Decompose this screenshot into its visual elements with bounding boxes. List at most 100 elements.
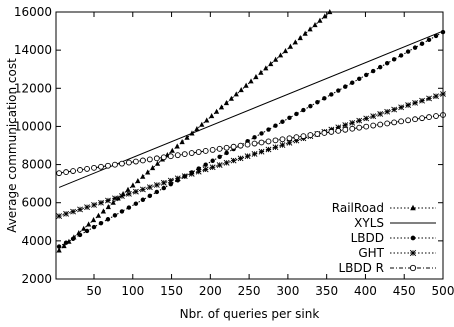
data-point-ght <box>391 106 398 113</box>
legend-marker-lbdd-r <box>409 264 417 272</box>
data-point-ght <box>216 162 223 168</box>
data-point-lbdd-r <box>412 116 419 123</box>
data-point-railroad <box>56 247 62 253</box>
data-point-lbdd <box>119 209 125 214</box>
data-point-railroad <box>105 204 111 210</box>
data-point-railroad <box>277 52 284 58</box>
data-point-lbdd-r <box>112 161 118 168</box>
data-point-lbdd <box>405 49 411 54</box>
data-point-ght <box>112 195 118 202</box>
data-point-railroad <box>297 35 303 41</box>
series-railroad <box>56 9 333 253</box>
data-point-ght <box>153 182 160 188</box>
data-point-lbdd <box>105 217 111 222</box>
data-point-lbdd-r <box>132 158 139 165</box>
data-point-railroad <box>86 221 92 227</box>
data-point-lbdd <box>377 64 383 70</box>
data-point-lbdd <box>391 57 397 62</box>
data-point-lbdd-r <box>335 127 342 134</box>
data-point-lbdd-r <box>342 126 349 133</box>
legend-label-lbdd-r: LBDD R <box>338 261 384 275</box>
data-point-lbdd <box>294 111 299 117</box>
data-point-railroad <box>95 212 102 218</box>
data-point-railroad <box>268 61 274 67</box>
data-point-railroad <box>130 182 136 188</box>
data-point-railroad <box>125 186 131 192</box>
data-point-lbdd <box>63 240 69 245</box>
data-point-lbdd <box>301 107 306 113</box>
data-point-railroad <box>179 139 185 145</box>
x-tick-label: 100 <box>121 284 144 298</box>
legend-label-xyls: XYLS <box>354 216 384 230</box>
y-tick-label: 12000 <box>14 81 52 95</box>
data-point-lbdd-r <box>405 117 412 124</box>
data-point-ght <box>426 95 432 102</box>
data-point-railroad <box>150 165 156 171</box>
data-point-lbdd-r <box>160 154 167 161</box>
data-point-lbdd <box>112 213 118 218</box>
data-point-ght <box>433 93 439 100</box>
data-point-railroad <box>100 208 106 214</box>
data-point-lbdd-r <box>237 142 244 149</box>
data-point-railroad <box>263 65 269 71</box>
data-point-ght <box>84 204 90 211</box>
data-point-lbdd <box>126 205 132 210</box>
data-point-railroad <box>228 95 234 101</box>
data-point-lbdd-r <box>314 131 321 137</box>
data-point-lbdd-r <box>119 160 125 167</box>
data-point-lbdd <box>273 123 278 128</box>
data-point-ght <box>412 99 418 106</box>
data-point-railroad <box>233 91 239 97</box>
data-point-railroad <box>213 108 220 114</box>
data-point-ght <box>286 139 293 146</box>
data-point-railroad <box>184 134 190 140</box>
data-point-lbdd-r <box>230 143 237 150</box>
data-point-ght <box>377 111 384 117</box>
data-point-railroad <box>199 121 205 127</box>
data-point-lbdd-r <box>223 144 230 151</box>
data-point-lbdd <box>84 228 90 234</box>
data-point-lbdd-r <box>307 132 314 139</box>
data-point-lbdd-r <box>419 115 425 122</box>
data-point-railroad <box>302 30 308 36</box>
data-point-lbdd-r <box>77 167 83 173</box>
series-layer <box>56 9 446 253</box>
data-point-ght <box>202 166 209 173</box>
y-tick-label: 8000 <box>21 158 52 172</box>
data-point-railroad <box>218 104 225 110</box>
data-point-ght <box>119 193 125 200</box>
y-tick-label: 10000 <box>14 119 52 133</box>
data-point-lbdd <box>364 72 369 78</box>
data-point-lbdd-r <box>384 120 391 127</box>
data-point-lbdd-r <box>153 155 160 162</box>
data-point-ght <box>181 173 188 180</box>
data-point-railroad <box>273 56 279 62</box>
data-point-lbdd <box>336 88 341 93</box>
data-point-ght <box>335 124 342 131</box>
data-point-lbdd-r <box>398 118 405 125</box>
data-point-lbdd-r <box>391 119 398 126</box>
data-point-railroad <box>317 17 323 23</box>
data-point-lbdd <box>426 37 432 43</box>
data-point-lbdd-r <box>167 153 174 160</box>
data-point-lbdd-r <box>258 139 265 146</box>
data-point-railroad <box>204 117 210 123</box>
y-axis-label: Average communication cost <box>5 58 19 233</box>
data-point-lbdd-r <box>70 168 76 174</box>
data-point-ght <box>56 213 63 219</box>
data-point-lbdd <box>217 154 222 160</box>
data-point-railroad <box>258 69 264 75</box>
legend-marker-lbdd <box>410 235 416 241</box>
data-point-ght <box>370 113 377 120</box>
data-point-railroad <box>307 26 313 32</box>
data-point-ght <box>125 190 132 197</box>
data-point-railroad <box>243 82 249 88</box>
x-tick-label: 150 <box>160 284 183 298</box>
data-point-ght <box>363 115 370 122</box>
data-point-ght <box>77 206 83 213</box>
data-point-ght <box>160 179 167 186</box>
ticks-layer: 2000 4000 6000 8000 10000 12000 14000 16000 50 10… <box>14 5 454 298</box>
data-point-lbdd-r <box>125 159 132 166</box>
data-point-railroad <box>115 195 121 201</box>
data-point-lbdd <box>384 61 390 66</box>
